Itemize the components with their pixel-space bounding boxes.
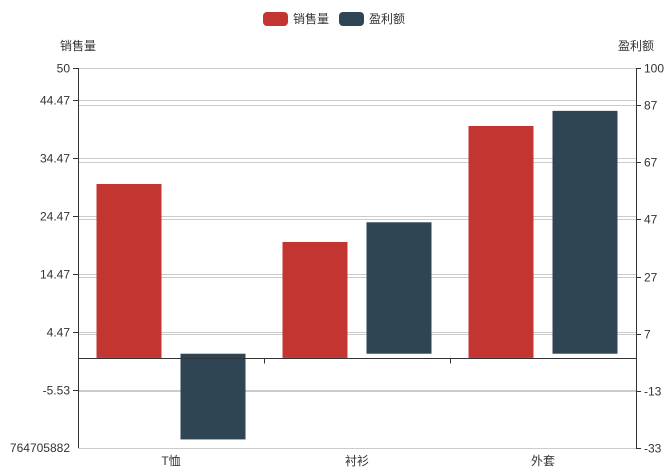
right-tick-label: -13 bbox=[644, 385, 662, 399]
grid-lines bbox=[78, 68, 636, 449]
bar-profit-1[interactable] bbox=[180, 353, 246, 440]
bar-sales-1[interactable] bbox=[96, 183, 162, 358]
right-tick-label: 7 bbox=[644, 328, 651, 342]
right-tick-label: 100 bbox=[644, 62, 664, 76]
bar-sales-3[interactable] bbox=[468, 125, 534, 358]
legend-swatch-1[interactable] bbox=[263, 12, 288, 26]
axes: 50 44.47 34.47 24.47 14.47 4.47 -5.53 764705882… bbox=[10, 62, 664, 469]
left-tick-label: 44.47 bbox=[40, 94, 70, 108]
right-tick-label: 27 bbox=[644, 271, 658, 285]
right-tick-label: 47 bbox=[644, 213, 658, 227]
left-axis-title: 销售量 bbox=[60, 38, 96, 53]
legend-label-1[interactable]: 销售量 bbox=[293, 11, 329, 26]
left-tick-label: 50 bbox=[57, 62, 71, 76]
left-tick-label: 14.47 bbox=[40, 268, 70, 282]
right-tick-label: 87 bbox=[644, 99, 658, 113]
right-tick-label: 67 bbox=[644, 156, 658, 170]
bars bbox=[96, 110, 618, 440]
left-tick-label-min: 764705882 bbox=[10, 441, 70, 455]
category-label: 衬衫 bbox=[345, 454, 369, 468]
left-tick-label: 4.47 bbox=[47, 326, 71, 340]
left-tick-label: 34.47 bbox=[40, 152, 70, 166]
category-label: 外套 bbox=[531, 454, 555, 468]
legend-label-2[interactable]: 盈利额 bbox=[369, 12, 405, 26]
right-tick-label: -33 bbox=[644, 442, 662, 456]
left-tick-label: 24.47 bbox=[40, 210, 70, 224]
left-tick-label: -5.53 bbox=[43, 384, 71, 398]
legend-swatch-2[interactable] bbox=[339, 12, 364, 26]
right-axis-title: 盈利额 bbox=[618, 39, 654, 53]
bar-profit-2[interactable] bbox=[366, 222, 432, 354]
bar-profit-3[interactable] bbox=[552, 110, 618, 354]
category-label: T恤 bbox=[161, 454, 180, 468]
legend: 销售量 盈利额 bbox=[263, 11, 405, 26]
bar-sales-2[interactable] bbox=[282, 241, 348, 358]
